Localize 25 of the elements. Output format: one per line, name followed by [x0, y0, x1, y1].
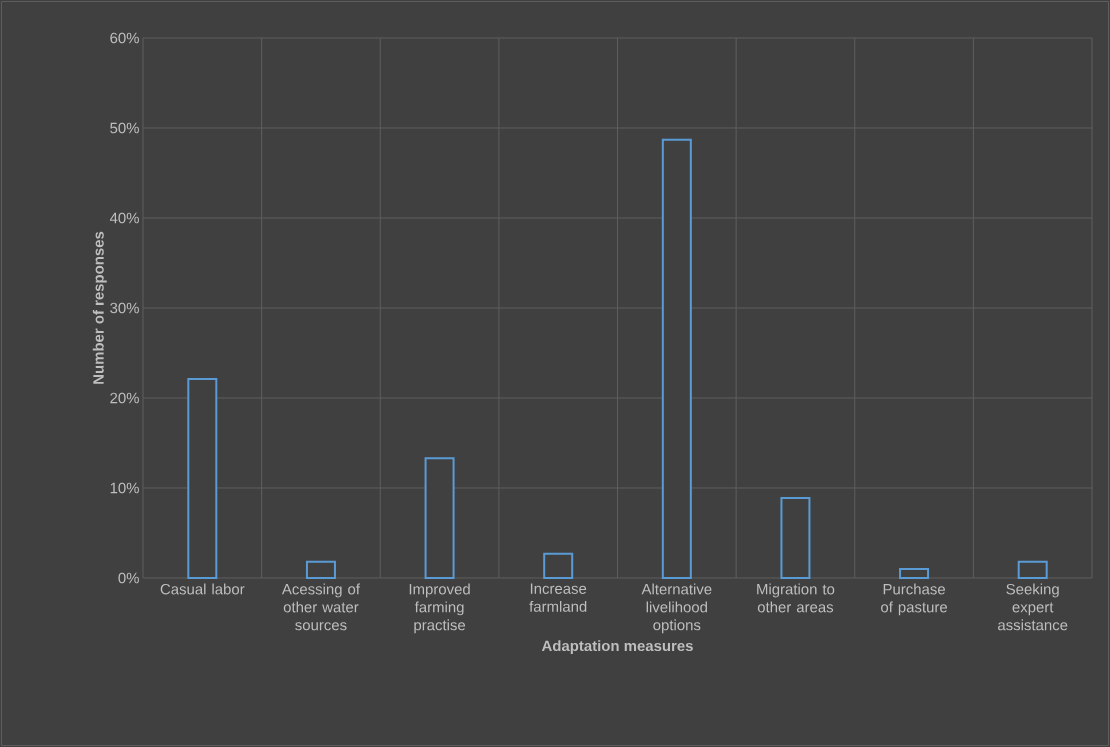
y-tick-label: 10% — [110, 482, 139, 494]
x-tick-label: Casual labor — [160, 583, 245, 595]
y-tick-label: 30% — [110, 302, 139, 314]
bar — [187, 378, 218, 579]
x-tick-label: Improved farming practise — [409, 583, 470, 634]
bar — [780, 496, 811, 579]
x-tick-label: Increase farmland — [529, 583, 587, 612]
x-tick-label: Acessing of other water sources — [281, 583, 360, 631]
bar — [543, 552, 574, 579]
y-tick-label: 40% — [109, 212, 139, 224]
y-tick-label: 20% — [110, 392, 139, 404]
bar — [305, 560, 336, 579]
x-tick-label: Seeking expert assistance — [998, 583, 1068, 631]
y-axis-title: Number of responses — [92, 231, 107, 384]
x-tick-label: Migration to other areas — [757, 583, 835, 613]
x-tick-label: Alternative livelihood options — [641, 583, 712, 634]
bar — [899, 567, 930, 579]
y-tick-label: 60% — [110, 32, 139, 44]
y-tick-label: 0% — [118, 572, 139, 584]
y-tick-label: 50% — [110, 122, 139, 134]
bar — [1017, 560, 1048, 579]
x-tick-label: Purchase of pasture — [881, 583, 948, 616]
bar — [424, 457, 455, 579]
x-axis-title: Adaptation measures — [541, 640, 693, 655]
bar — [661, 138, 692, 579]
